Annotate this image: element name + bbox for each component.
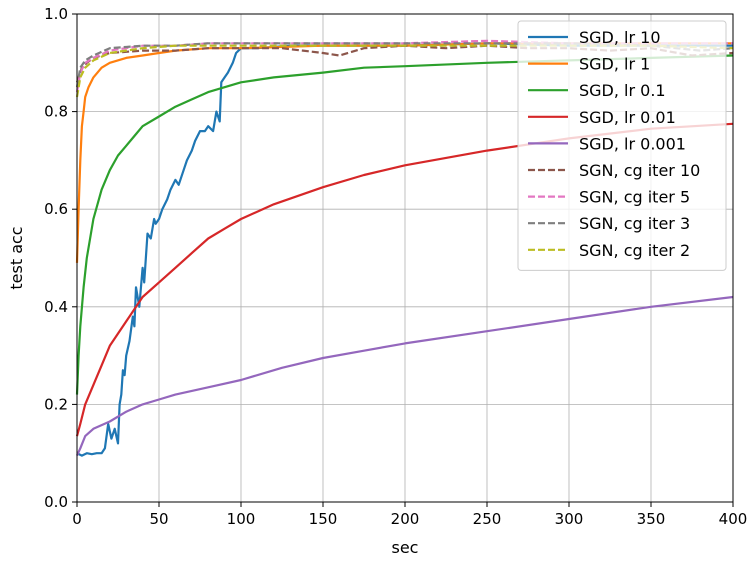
x-tick-label: 150 [309,510,338,528]
y-tick-label: 0.4 [44,298,68,316]
y-tick-label: 0.2 [44,395,68,413]
legend-label: SGD, lr 0.1 [579,81,666,100]
y-axis-ticks: 0.0 0.2 0.4 0.6 0.8 1.0 [44,5,77,511]
x-tick-label: 100 [227,510,256,528]
legend-label: SGD, lr 1 [579,55,650,74]
legend: SGD, lr 10 SGD, lr 1 SGD, lr 0.1 SGD, lr 0.… [517,20,727,271]
x-tick-label: 50 [149,510,168,528]
legend-box [517,20,727,271]
y-tick-label: 0.0 [44,493,68,511]
legend-label: SGN, cg iter 3 [579,214,690,233]
y-axis-label: test acc [7,226,26,289]
series-line-4 [75,122,734,437]
y-tick-label: 0.8 [44,103,68,121]
y-tick-label: 1.0 [44,5,68,23]
x-tick-label: 350 [637,510,666,528]
legend-label: SGD, lr 0.001 [579,134,686,153]
x-axis-ticks: 0 50 100 150 200 250 300 350 400 [72,502,747,528]
x-tick-label: 200 [391,510,420,528]
x-tick-label: 300 [555,510,584,528]
x-tick-label: 400 [719,510,748,528]
y-tick-label: 0.6 [44,200,68,218]
legend-label: SGN, cg iter 10 [579,161,700,180]
legend-label: SGD, lr 0.01 [579,108,676,127]
series-line-2 [75,42,733,263]
x-axis-label: sec [392,538,419,557]
series-line-1 [76,42,733,457]
legend-label: SGN, cg iter 2 [579,241,690,260]
series-line-3 [75,54,734,395]
series-line-5 [75,295,734,457]
x-tick-label: 0 [72,510,82,528]
legend-label: SGD, lr 10 [579,28,661,47]
x-tick-label: 250 [473,510,502,528]
legend-label: SGN, cg iter 5 [579,188,690,207]
